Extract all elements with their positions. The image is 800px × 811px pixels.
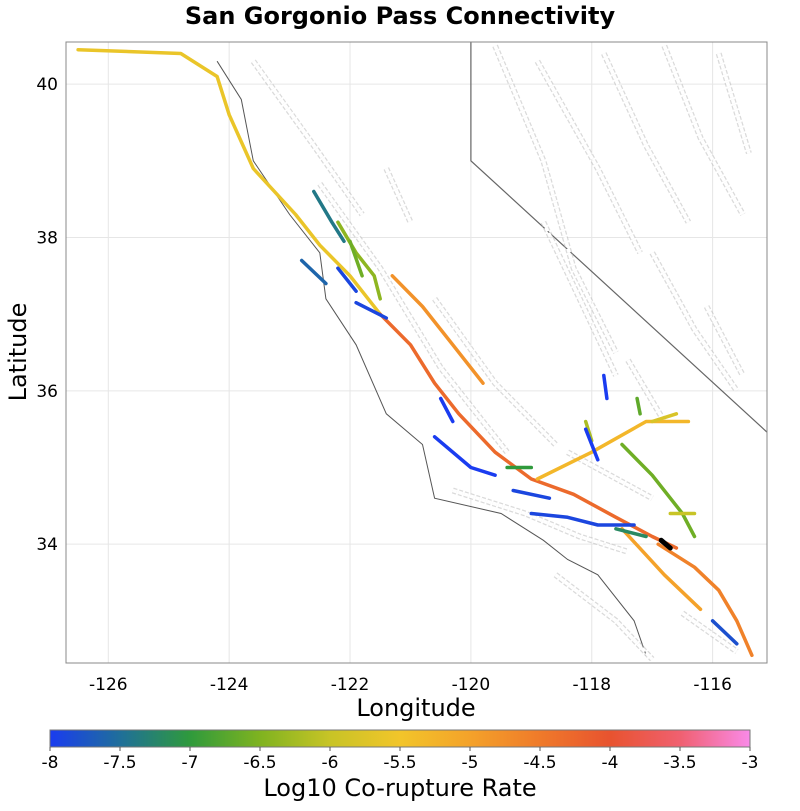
rupture-segment <box>535 419 691 481</box>
x-axis-ticks: -126 -124 -122 -120 -118 -116 <box>89 675 732 695</box>
y-tick-label: 38 <box>36 229 58 249</box>
background-fault-inner <box>541 221 618 377</box>
x-tick-label: -116 <box>693 675 732 695</box>
colorbar-title: Log10 Co-rupture Rate <box>263 774 536 802</box>
colorbar-tick-label: -4 <box>602 753 619 773</box>
background-fault-inner <box>681 611 738 653</box>
colorbar-tick-label: -8 <box>42 753 59 773</box>
rupture-segment <box>656 542 754 658</box>
x-axis-title: Longitude <box>356 694 475 722</box>
colorbar-tick-label: -3 <box>742 753 759 773</box>
rupture-segment <box>312 189 346 244</box>
background-fault-inner <box>554 573 654 661</box>
plot-frame <box>65 41 768 664</box>
colorbar-tick-label: -5.5 <box>383 753 416 773</box>
rupture-segment <box>336 266 358 293</box>
chart-title: San Gorgonio Pass Connectivity <box>185 2 616 30</box>
rupture-segment <box>76 47 382 316</box>
x-tick-label: -124 <box>210 675 249 695</box>
x-tick-label: -120 <box>452 675 491 695</box>
colorbar-tick-label: -7.5 <box>103 753 136 773</box>
colorbar <box>49 729 751 748</box>
y-tick-label: 34 <box>36 535 58 555</box>
rupture-segment <box>390 274 485 385</box>
rupture-segment <box>620 527 703 612</box>
rupture-segment <box>348 239 364 278</box>
background-fault-inner <box>452 488 629 554</box>
background-fault-inner <box>535 60 642 254</box>
y-tick-label: 36 <box>36 382 58 402</box>
background-fault-inner <box>384 167 413 223</box>
y-tick-label: 40 <box>36 75 58 95</box>
y-axis-title: Latitude <box>4 303 32 402</box>
colorbar-tick-label: -6.5 <box>243 753 276 773</box>
background-fault-inner <box>493 45 618 354</box>
background-faults-layer <box>250 44 752 662</box>
y-axis-ticks: 34 36 38 40 <box>36 75 58 555</box>
rupture-segment <box>438 396 455 424</box>
rupture-segment <box>650 412 679 424</box>
background-fault-inner <box>650 251 739 392</box>
rupture-segment <box>583 427 600 462</box>
rupture-segment <box>529 511 636 527</box>
rupture-segment <box>378 312 679 550</box>
rupture-segment <box>620 442 697 539</box>
colorbar-tick-label: -7 <box>182 753 199 773</box>
rupture-layer <box>76 47 754 658</box>
rupture-segment <box>614 527 648 539</box>
colorbar-ticks: -8 -7.5 -7 -6.5 -6 -5.5 -5 -4.5 -4 -3.5 -3 <box>42 747 759 773</box>
x-tick-label: -118 <box>572 675 611 695</box>
rupture-segment <box>354 300 389 320</box>
background-fault-inner <box>602 52 690 224</box>
colorbar-tick-label: -5 <box>462 753 479 773</box>
colorbar-tick-label: -6 <box>322 753 339 773</box>
background-fault-inner <box>662 45 745 216</box>
background-fault-inner <box>251 60 364 216</box>
background-fault-inner <box>566 450 654 500</box>
rupture-segment <box>710 619 739 646</box>
background-fault-inner <box>717 52 751 154</box>
rupture-segment <box>336 220 382 301</box>
x-tick-label: -122 <box>331 675 370 695</box>
background-fault-inner <box>318 182 509 454</box>
rupture-segment <box>635 396 642 416</box>
rupture-segment <box>511 488 552 500</box>
colorbar-tick-label: -4.5 <box>523 753 556 773</box>
rupture-segment <box>602 373 609 401</box>
colorbar-tick-label: -3.5 <box>663 753 696 773</box>
x-tick-label: -126 <box>89 675 128 695</box>
background-fault-inner <box>433 297 557 446</box>
state-border <box>470 42 767 433</box>
rupture-segment <box>432 435 497 477</box>
nucleation-section <box>658 537 673 551</box>
background-fault-inner <box>705 305 745 377</box>
rupture-segment <box>299 258 328 286</box>
